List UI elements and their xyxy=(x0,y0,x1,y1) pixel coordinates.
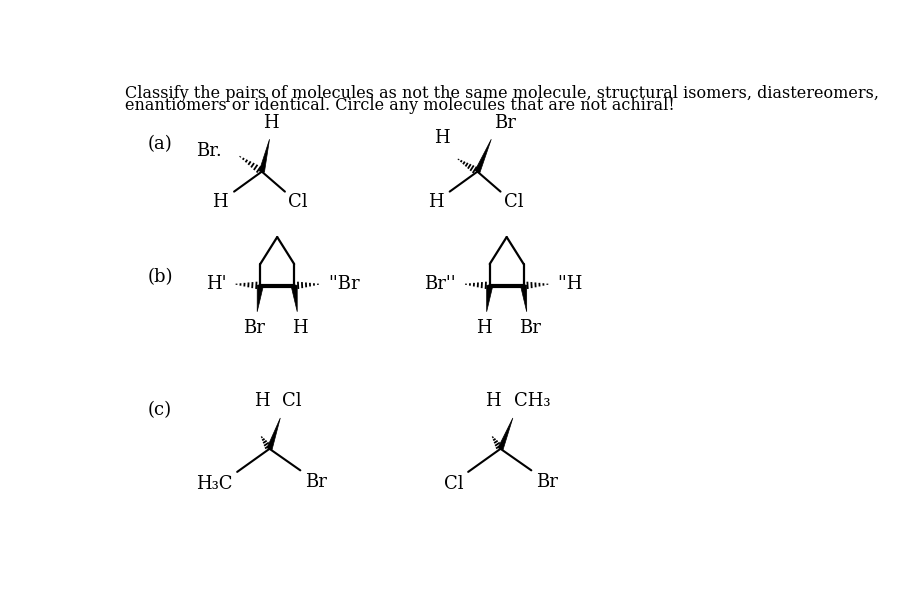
Text: Br: Br xyxy=(536,474,558,491)
Text: Cl: Cl xyxy=(288,193,308,211)
Text: H: H xyxy=(485,392,500,410)
Text: Classify the pairs of molecules as not the same molecule, structural isomers, di: Classify the pairs of molecules as not t… xyxy=(125,85,879,102)
Polygon shape xyxy=(257,285,264,312)
Text: H: H xyxy=(476,319,491,338)
Polygon shape xyxy=(291,285,297,312)
Text: enantiomers or identical. Circle any molecules that are not achiral!: enantiomers or identical. Circle any mol… xyxy=(125,97,674,114)
Text: Br: Br xyxy=(243,319,265,338)
Text: Cl: Cl xyxy=(504,193,524,211)
Text: CH₃: CH₃ xyxy=(515,392,551,410)
Text: H': H' xyxy=(206,275,226,293)
Text: H: H xyxy=(264,114,279,132)
Text: H: H xyxy=(254,392,269,410)
Text: ''H: ''H xyxy=(557,275,583,293)
Polygon shape xyxy=(498,418,513,450)
Text: (c): (c) xyxy=(148,401,172,419)
Text: H: H xyxy=(434,129,449,147)
Polygon shape xyxy=(487,285,493,312)
Text: Br'': Br'' xyxy=(424,275,456,293)
Polygon shape xyxy=(259,139,269,172)
Text: Br: Br xyxy=(495,114,516,132)
Text: H: H xyxy=(293,319,308,338)
Text: Br: Br xyxy=(305,474,327,491)
Text: ''Br: ''Br xyxy=(328,275,360,293)
Text: H: H xyxy=(212,193,228,211)
Text: H: H xyxy=(428,193,444,211)
Text: Br.: Br. xyxy=(196,142,222,160)
Polygon shape xyxy=(267,418,280,450)
Text: (b): (b) xyxy=(148,268,173,286)
Text: H₃C: H₃C xyxy=(196,475,233,493)
Polygon shape xyxy=(475,139,491,173)
Polygon shape xyxy=(521,285,526,312)
Text: Cl: Cl xyxy=(282,392,302,410)
Text: Cl: Cl xyxy=(444,475,464,493)
Text: (a): (a) xyxy=(148,135,173,153)
Text: Br: Br xyxy=(519,319,541,338)
